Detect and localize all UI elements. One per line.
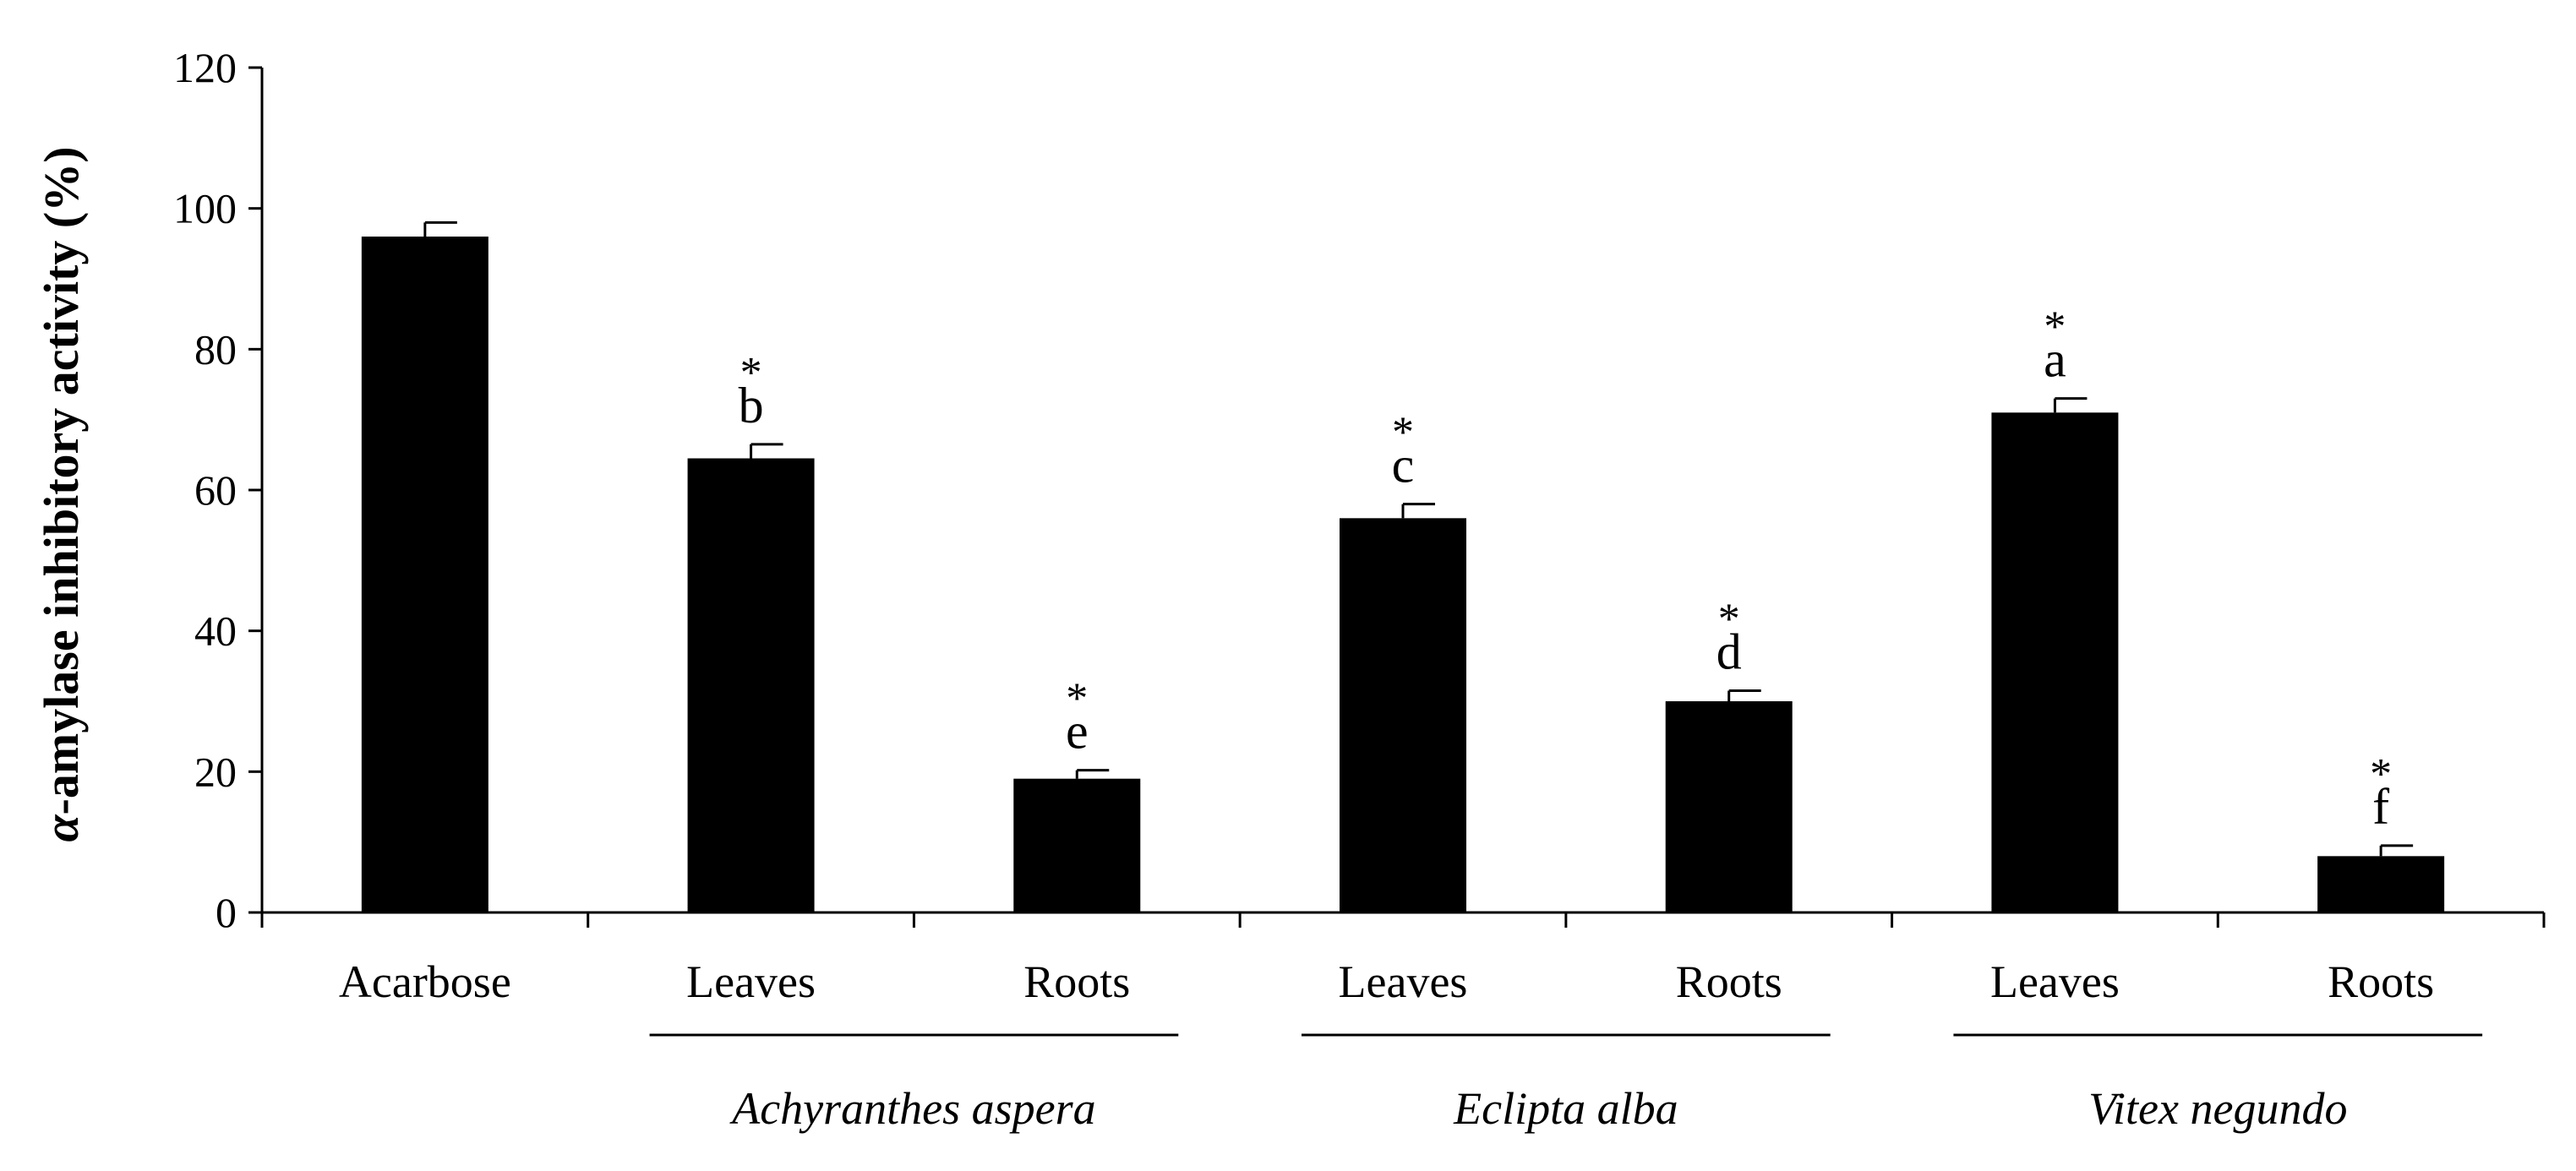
category-label: Acarbose [339,956,511,1007]
category-label: Roots [2328,956,2434,1007]
y-axis-label: α-amylase inhibitory activity (%) [34,146,89,841]
significance-letter: b [739,378,764,433]
significance-letter: d [1716,624,1742,680]
bar [1665,701,1793,912]
significance-asterisk: * [1066,675,1088,723]
category-label: Leaves [1990,956,2120,1007]
category-label: Roots [1023,956,1130,1007]
bar [1013,778,1141,912]
bar [361,237,488,912]
category-label: Leaves [686,956,816,1007]
y-tick-label: 120 [173,44,237,91]
group-labels: Achyranthes aspera Eclipta alba Vitex negu… [649,1033,2483,1134]
bar [1991,412,2119,912]
y-tick-label: 40 [194,607,237,655]
category-labels: Acarbose Leaves Roots Leaves Roots Leaves Root… [339,956,2434,1007]
category-label: Roots [1676,956,1782,1007]
y-tick-label: 100 [173,185,237,232]
y-tick-label: 60 [194,466,237,514]
y-axis-ticks: 0 20 40 60 80 100 120 [173,44,262,936]
significance-letter: e [1066,704,1089,760]
significance-asterisk: * [1392,409,1414,457]
significance-letter: c [1392,438,1415,493]
svg-text:α-amylase inhibitory activity: α-amylase inhibitory activity (%) [34,146,89,841]
group-label: Eclipta alba [1453,1083,1678,1134]
significance-asterisk: * [2370,750,2392,798]
y-axis-label-text: -amylase inhibitory activity (%) [34,146,89,814]
y-tick-label: 0 [216,889,237,936]
y-axis-label-symbol: α [34,814,89,842]
significance-letter: a [2044,332,2066,388]
significance-asterisk: * [2044,303,2066,351]
x-axis-ticks [260,912,2546,928]
y-tick-label: 20 [194,748,237,795]
bar [687,458,815,912]
significance-asterisk: * [740,349,762,397]
group-label: Achyranthes aspera [729,1083,1095,1134]
category-label: Leaves [1339,956,1468,1007]
y-tick-label: 80 [194,325,237,373]
bars: b*e*c*d*a*f* [361,221,2445,912]
significance-asterisk: * [1718,596,1740,644]
bar [1340,518,1466,912]
significance-letter: f [2372,779,2389,835]
bar [2317,856,2445,912]
group-label: Vitex negundo [2088,1083,2347,1134]
